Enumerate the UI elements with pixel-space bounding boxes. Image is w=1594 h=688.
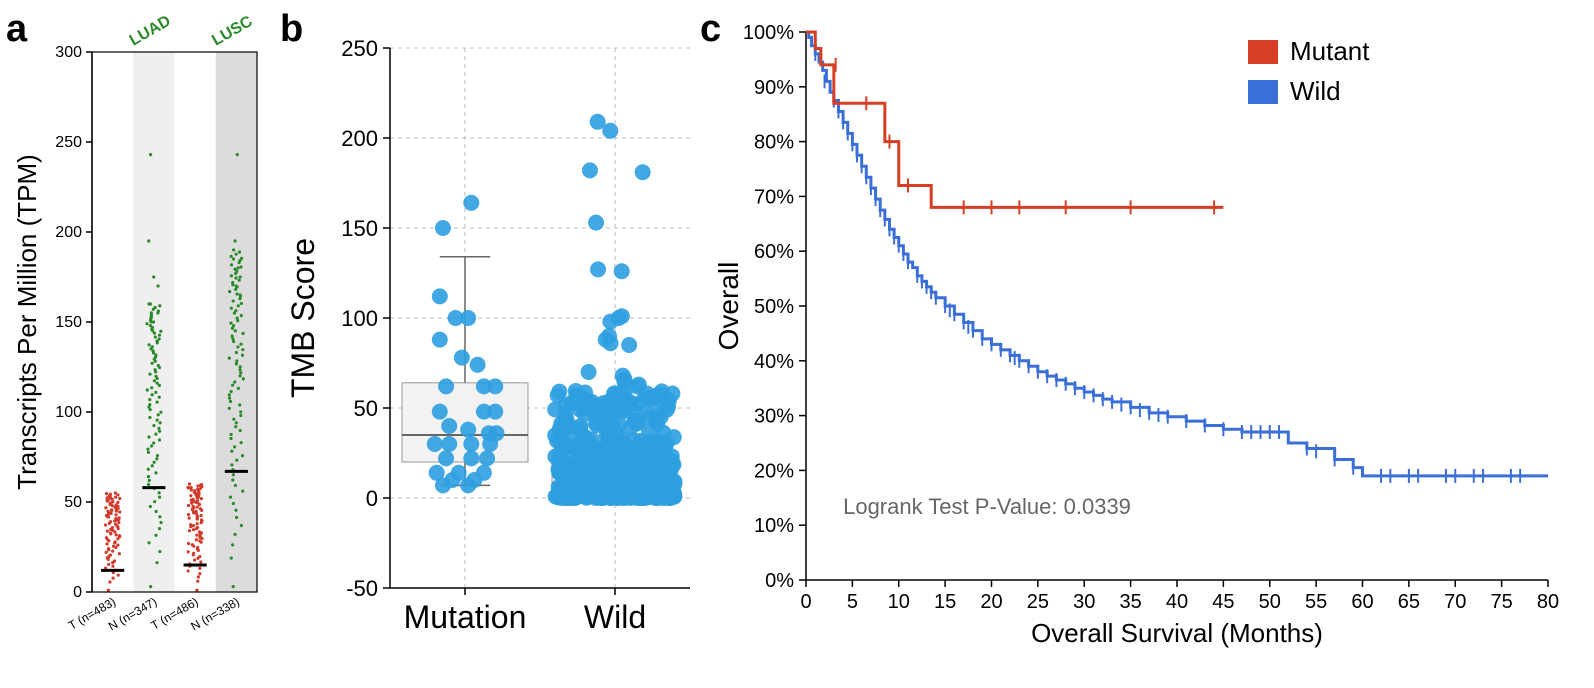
svg-text:50%: 50% [754,296,794,318]
svg-text:TMB Score: TMB Score [285,238,321,398]
svg-text:50: 50 [354,396,378,421]
panel-a-strip-plot: 0 50 100 150 200 250 300 Transcripts Per Millio… [0,8,290,678]
figure-root: a b c 050100150200250300Transcripts Per … [0,0,1594,688]
svg-text:0: 0 [800,591,811,613]
svg-text:300: 300 [55,44,82,61]
svg-text:70: 70 [1444,591,1466,613]
svg-text:Overall: Overall [713,262,744,351]
svg-text:LUSC: LUSC [209,13,256,50]
svg-text:10: 10 [888,591,910,613]
svg-text:20: 20 [980,591,1002,613]
svg-text:250: 250 [55,134,82,151]
svg-text:50: 50 [1259,591,1281,613]
svg-text:Transcripts Per Million (TPM): Transcripts Per Million (TPM) [12,154,42,490]
svg-text:60%: 60% [754,241,794,263]
svg-text:-50: -50 [346,576,378,601]
svg-text:Logrank Test P-Value: 0.0339: Logrank Test P-Value: 0.0339 [843,494,1131,519]
svg-text:65: 65 [1398,591,1420,613]
svg-text:100: 100 [55,404,82,421]
svg-text:60: 60 [1351,591,1373,613]
svg-text:20%: 20% [754,460,794,482]
svg-text:200: 200 [55,224,82,241]
svg-text:10%: 10% [754,515,794,537]
svg-text:LUAD: LUAD [127,13,174,50]
svg-text:40%: 40% [754,351,794,373]
svg-text:200: 200 [341,126,378,151]
svg-text:0%: 0% [765,570,794,592]
svg-text:30: 30 [1073,591,1095,613]
svg-text:80: 80 [1537,591,1559,613]
svg-text:55: 55 [1305,591,1327,613]
panel-b-tmb-scatter: -50 0 50 100 150 200 250 TMB Score Mutation Wild [280,8,710,678]
svg-text:90%: 90% [754,77,794,99]
svg-text:35: 35 [1120,591,1142,613]
svg-text:Overall Survival (Months): Overall Survival (Months) [1031,618,1323,648]
svg-text:0: 0 [73,584,82,601]
svg-text:100%: 100% [743,22,794,44]
svg-text:70%: 70% [754,186,794,208]
svg-text:15: 15 [934,591,956,613]
svg-text:Wild: Wild [584,599,646,635]
svg-text:Mutation: Mutation [404,599,527,635]
svg-text:30%: 30% [754,406,794,428]
svg-text:75: 75 [1491,591,1513,613]
svg-text:40: 40 [1166,591,1188,613]
svg-text:80%: 80% [754,132,794,154]
svg-text:45: 45 [1212,591,1234,613]
svg-text:150: 150 [341,216,378,241]
svg-text:Wild: Wild [1290,76,1341,106]
svg-text:0: 0 [366,486,378,511]
svg-text:50: 50 [64,494,82,511]
svg-text:150: 150 [55,314,82,331]
svg-text:100: 100 [341,306,378,331]
svg-text:250: 250 [341,36,378,61]
svg-text:5: 5 [847,591,858,613]
svg-text:25: 25 [1027,591,1049,613]
panel-c-km-curve: 0% 10% 20% 30% 40% 50% 60% 70% 80% 90% 100% 0 5 10 15 2… [710,8,1594,678]
svg-text:Mutant: Mutant [1290,36,1370,66]
